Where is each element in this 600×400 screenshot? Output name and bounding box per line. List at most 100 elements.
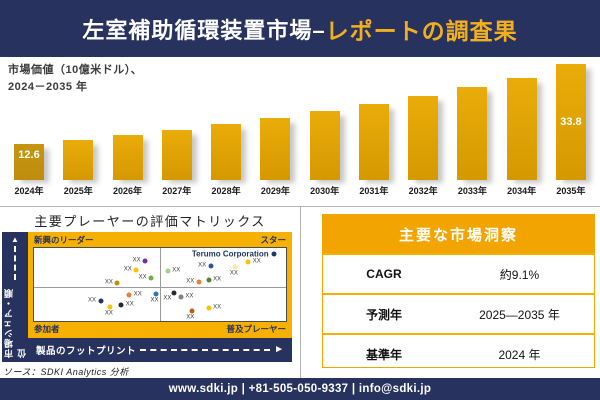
bar-value-label: 12.6 xyxy=(18,149,40,161)
bar xyxy=(211,124,242,180)
bar-column: 2026年 xyxy=(107,135,149,196)
matrix-point: XX xyxy=(150,291,158,303)
matrix-point: XX xyxy=(126,291,142,298)
matrix-point: XX xyxy=(139,275,154,281)
quadrant-label-pervasive-players: 普及プレーヤー xyxy=(226,324,286,334)
bar-chart-bars: 12.6 2024年 2025年 2026年 2027年 2028年 2029年 2030年 2… xyxy=(0,58,600,196)
matrix-point: XX xyxy=(124,267,139,273)
point-label: XX xyxy=(198,262,207,269)
page-title-primary: 左室補助循環装置市場– xyxy=(82,17,326,43)
bar-column: 2033年 xyxy=(451,87,493,196)
matrix-point: XX xyxy=(178,293,193,300)
bar: 33.8 xyxy=(555,64,586,180)
bar xyxy=(457,87,488,180)
x-axis-label: 製品のフットプリント xyxy=(36,346,137,357)
point-label: XX xyxy=(172,267,181,274)
x-axis-tick-label: 2027年 xyxy=(162,186,192,196)
row-value-cagr: 約9.1% xyxy=(499,267,540,282)
point-label: XX xyxy=(133,291,142,298)
bar-value-label: 33.8 xyxy=(560,116,582,128)
x-axis-tick-label: 2033年 xyxy=(457,186,487,196)
company-label: Terumo Corporation xyxy=(191,249,269,259)
bar-column: 2029年 xyxy=(254,118,296,196)
matrix-point: XX xyxy=(186,308,194,321)
x-axis-tick-label: 2028年 xyxy=(211,186,241,196)
vertical-divider xyxy=(300,206,301,378)
bar: 12.6 xyxy=(14,144,44,180)
row-label-base-year: 基準年 xyxy=(365,347,402,362)
arrow-right-icon: ► xyxy=(274,344,284,355)
table-row: CAGR 約9.1% xyxy=(323,253,594,293)
point-label: XX xyxy=(104,279,113,286)
x-axis-tick-label: 2025年 xyxy=(63,186,93,196)
x-axis-tick-label: 2024年 xyxy=(14,186,44,196)
y-axis-label: 市場シェア・順位 xyxy=(4,288,27,358)
quadrant-label-emerging-leaders: 新興のリーダー xyxy=(34,234,94,245)
table-row: 基準年 2024 年 xyxy=(323,333,594,373)
point-label: XX xyxy=(213,304,222,311)
bar xyxy=(63,140,94,180)
point-label: XX xyxy=(132,257,141,264)
bar-column: 2031年 xyxy=(353,104,395,196)
matrix-point: XX xyxy=(206,305,221,311)
bar-column: 2034年 xyxy=(501,78,543,196)
footer-contact-bar: www.sdki.jp | +81-505-050-9337 | info@sd… xyxy=(0,378,600,400)
point-label: XX xyxy=(229,270,238,277)
quadrant-divider-vertical xyxy=(160,248,161,321)
point-label: XX xyxy=(125,301,134,308)
chart-subtitle-line1: 市場価値（10億米ドル）、 xyxy=(8,64,143,76)
x-axis-tick-label: 2035年 xyxy=(556,186,586,196)
x-axis-tick-label: 2031年 xyxy=(359,186,389,196)
bar-column: 2025年 xyxy=(57,140,99,196)
point-label: XX xyxy=(252,258,261,265)
matrix-plot-area: XX XX XX XX Terumo Corporation XX XX XX XX XX XX XX… xyxy=(33,247,287,322)
bar xyxy=(260,118,291,180)
bar xyxy=(112,135,143,180)
row-label-forecast-years: 予測年 xyxy=(365,307,402,322)
bar-column: 2030年 xyxy=(304,111,346,196)
matrix-bottom-labels: 参加者 普及プレーヤー xyxy=(28,322,292,336)
matrix-point: XX xyxy=(133,257,148,264)
point-label: XX xyxy=(163,295,172,302)
point-label: XX xyxy=(150,297,159,304)
matrix-point: XX xyxy=(118,302,134,308)
row-label-cagr: CAGR xyxy=(366,267,402,281)
quadrant-label-participants: 参加者 xyxy=(34,324,60,334)
x-axis-tick-label: 2034年 xyxy=(507,186,537,196)
bar xyxy=(358,104,389,180)
bar-column: 33.8 2035年 xyxy=(550,64,592,196)
page-title-accent: レポートの調査果 xyxy=(325,17,518,44)
point-label: XX xyxy=(186,278,195,285)
matrix-frame: 新興のリーダー スター XX XX XX XX Terumo Corporation XX… xyxy=(28,232,292,338)
bar-column: 12.6 2024年 xyxy=(8,144,50,196)
quadrant-divider-horizontal xyxy=(34,286,286,288)
point-label: XX xyxy=(104,310,113,317)
row-value-forecast-years: 2025—2035 年 xyxy=(479,307,560,322)
point-label: XX xyxy=(88,297,97,304)
matrix-point: XX xyxy=(245,258,261,265)
dashed-line-horizontal xyxy=(140,349,271,351)
x-axis-tick-label: 2026年 xyxy=(113,186,143,196)
matrix-point: XX xyxy=(163,290,177,301)
matrix-point: XX xyxy=(186,279,202,285)
insights-table: 主要な市場洞察 CAGR 約9.1% 予測年 2025—2035 年 基準年 2… xyxy=(322,214,595,368)
matrix-point: XX xyxy=(165,268,180,274)
x-axis-tick-label: 2029年 xyxy=(260,186,290,196)
arrow-up-icon: ▲ xyxy=(11,235,19,244)
point-label: XX xyxy=(213,276,222,283)
point-label: XX xyxy=(186,314,195,321)
chart-subtitle: 市場価値（10億米ドル）、 2024－2035 年 xyxy=(8,62,198,95)
bar-column: 2032年 xyxy=(402,96,444,196)
source-note: ソース：SDKI Analytics 分析 xyxy=(3,367,129,377)
insights-table-title: 主要な市場洞察 xyxy=(323,215,594,253)
matrix-point: XX xyxy=(206,277,221,283)
bar xyxy=(408,96,439,180)
point-label: XX xyxy=(138,274,147,281)
point-label: XX xyxy=(123,266,132,273)
point-label: XX xyxy=(185,293,194,300)
matrix-y-axis: ▲ 市場シェア・順位 xyxy=(2,232,28,362)
chart-subtitle-line2: 2024－2035 年 xyxy=(8,80,88,93)
matrix-point: XX xyxy=(105,304,113,317)
matrix-x-axis: 製品のフットプリント ► xyxy=(28,338,292,362)
